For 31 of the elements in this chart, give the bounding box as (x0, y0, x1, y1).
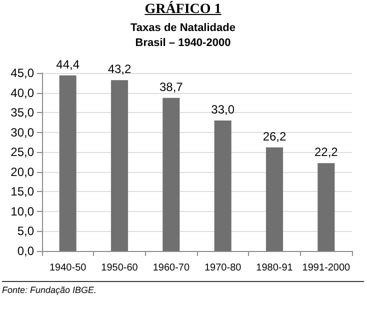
source-note: Fonte: Fundação IBGE. (2, 285, 98, 295)
data-label: 26,2 (262, 129, 286, 144)
y-tick-label: 10,0 (10, 204, 34, 218)
y-tick-label: 0,0 (17, 244, 34, 258)
chart-title: GRÁFICO 1 (144, 2, 222, 18)
y-tick-label: 20,0 (10, 164, 34, 179)
y-tick-label: 35,0 (10, 106, 34, 120)
y-tick-label: 45,0 (10, 66, 34, 80)
y-tick-label: 5,0 (17, 224, 34, 238)
x-tick-label: 1940-50 (49, 262, 87, 274)
x-tick-label: 1960-70 (152, 262, 190, 274)
bar (110, 80, 128, 251)
chart-subtitle: Taxas de Natalidade Brasil – 1940-2000 (130, 21, 236, 51)
data-label: 43,2 (108, 62, 132, 76)
data-label: 38,7 (159, 80, 184, 94)
x-tick-label: 1970-80 (204, 262, 242, 274)
y-tick-label: 30,0 (10, 125, 34, 140)
data-label: 44,4 (56, 57, 80, 72)
data-label: 22,2 (314, 145, 338, 160)
bar (59, 75, 76, 251)
y-tick-label: 40,0 (10, 86, 34, 100)
data-label: 33,0 (211, 102, 235, 116)
x-tick-label: 1950-60 (101, 262, 138, 274)
y-tick-label: 25,0 (10, 145, 34, 160)
x-tick-label: 1980-91 (256, 262, 294, 274)
x-tick-label: 1991-2000 (302, 262, 351, 274)
bar (162, 98, 180, 251)
y-tick-label: 15,0 (10, 184, 34, 199)
bar (266, 147, 284, 251)
bar (318, 163, 335, 251)
bar (214, 120, 232, 251)
